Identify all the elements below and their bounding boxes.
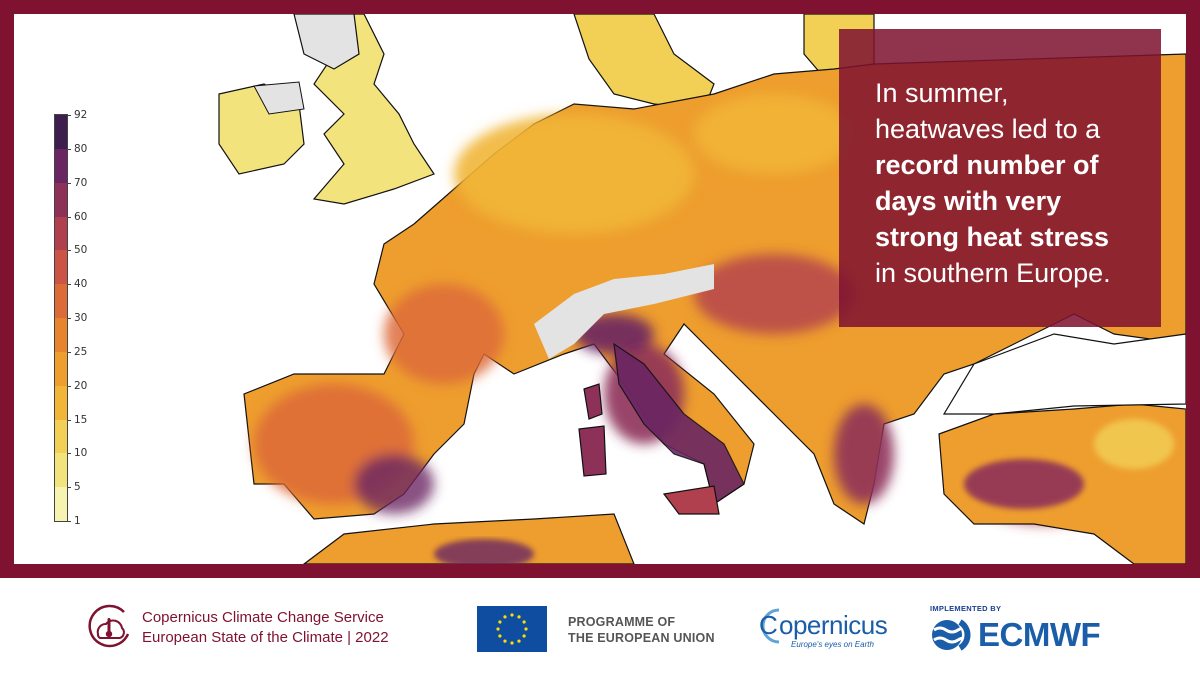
colorbar-segment: [55, 250, 67, 285]
colorbar-segment: [55, 216, 67, 251]
colorbar-tick: [67, 385, 71, 387]
colorbar-tick-label: 20: [74, 379, 88, 392]
colorbar-tick: [67, 419, 71, 421]
eu-star-icon: [496, 627, 500, 631]
ecmwf-logo: ECMWF: [930, 616, 1120, 653]
eu-star-icon: [503, 639, 507, 643]
frame-border: 1 5 10 15 20 25 30 40 50 60 70 80 92 In summer, heat…: [0, 0, 1200, 578]
eu-programme-text: PROGRAMME OF THE EUROPEAN UNION: [568, 614, 715, 646]
copernicus-c: C: [759, 610, 778, 640]
colorbar-segment: [55, 487, 67, 521]
ecmwf-wave-icon: [932, 619, 971, 651]
colorbar-tick-label: 92: [74, 109, 88, 121]
eu-star-icon: [498, 620, 502, 624]
alps-no-data: [534, 264, 714, 359]
colorbar-tick: [67, 318, 71, 319]
colorbar-tick: [67, 351, 71, 353]
colorbar-segment: [55, 284, 67, 319]
north-africa: [303, 513, 635, 564]
scandinavia-landmass: [573, 14, 715, 110]
colorbar-gradient: [54, 114, 68, 522]
eu-star-icon: [517, 639, 521, 643]
eu-star-icon: [522, 634, 526, 638]
colorbar-legend: 1 5 10 15 20 25 30 40 50 60 70 80 92: [54, 109, 114, 527]
ecmwf-wordmark: ECMWF: [978, 616, 1101, 653]
eu-star-icon: [517, 615, 521, 619]
eu-flag-icon: [477, 606, 547, 652]
colorbar-tick-label: 5: [74, 481, 81, 494]
colorbar-tick: [67, 182, 71, 184]
eu-star-icon: [510, 613, 514, 617]
copernicus-tagline: Europe's eyes on Earth: [791, 640, 874, 649]
colorbar-segment: [55, 453, 67, 488]
colorbar-tick: [67, 487, 71, 489]
colorbar-tick-label: 80: [74, 142, 88, 155]
colorbar-tick: [67, 148, 71, 150]
callout-bold-text: record number of days with very strong h…: [875, 150, 1110, 252]
colorbar-segment: [55, 419, 67, 454]
colorbar-tick-label: 40: [74, 278, 88, 291]
colorbar-tick-label: 70: [74, 176, 88, 189]
colorbar-segment: [55, 385, 67, 420]
callout-line-1: In summer,: [875, 78, 1009, 108]
colorbar-tick-label: 60: [74, 210, 88, 223]
callout-text: In summer, heatwaves led to a record num…: [875, 75, 1145, 291]
colorbar-tick: [67, 284, 71, 286]
footer-logo-bar: Copernicus Climate Change Service Europe…: [0, 578, 1200, 675]
colorbar-tick-label: 15: [74, 413, 88, 426]
eu-star-icon: [522, 620, 526, 624]
colorbar-tick: [67, 115, 71, 116]
copernicus-logo: C opernicus Europe's eyes on Earth: [757, 604, 897, 654]
colorbar-segment: [55, 115, 67, 149]
eu-star-icon: [498, 634, 502, 638]
c3s-line-1: Copernicus Climate Change Service: [142, 609, 384, 626]
scotland-no-data: [293, 14, 360, 70]
colorbar-segment: [55, 182, 67, 217]
colorbar-tick-label: 30: [74, 312, 88, 324]
northern-ireland-no-data: [253, 81, 305, 115]
eu-star-icon: [510, 641, 514, 645]
callout-line-end: in southern Europe.: [875, 258, 1111, 288]
colorbar-tick: [67, 216, 71, 218]
callout-box: In summer, heatwaves led to a record num…: [839, 29, 1161, 327]
copernicus-wordmark: opernicus: [779, 610, 888, 640]
colorbar-tick-label: 25: [74, 345, 88, 358]
colorbar-tick: [67, 521, 71, 522]
c3s-thermometer-icon: [88, 604, 130, 648]
implemented-by-label: IMPLEMENTED BY: [930, 604, 1002, 613]
corsica: [583, 383, 603, 420]
europe-map-graphic: [218, 14, 1186, 564]
eu-star-icon: [524, 627, 528, 631]
eu-star-icon: [503, 615, 507, 619]
colorbar-tick: [67, 250, 71, 252]
c3s-title: Copernicus Climate Change Service Europe…: [142, 608, 389, 648]
callout-line-2: heatwaves led to a: [875, 114, 1101, 144]
colorbar-segment: [55, 318, 67, 352]
colorbar-segment: [55, 148, 67, 183]
black-sea: [942, 333, 1186, 415]
colorbar-tick: [67, 453, 71, 455]
colorbar-segment: [55, 351, 67, 386]
colorbar-tick-label: 1: [74, 515, 81, 527]
c3s-line-2: European State of the Climate | 2022: [142, 629, 389, 646]
colorbar-tick-label: 10: [74, 447, 88, 460]
eu-line-1: PROGRAMME OF: [568, 615, 676, 629]
sardinia: [578, 425, 607, 477]
eu-line-2: THE EUROPEAN UNION: [568, 631, 715, 645]
colorbar-tick-label: 50: [74, 244, 88, 257]
sicily: [662, 485, 720, 515]
